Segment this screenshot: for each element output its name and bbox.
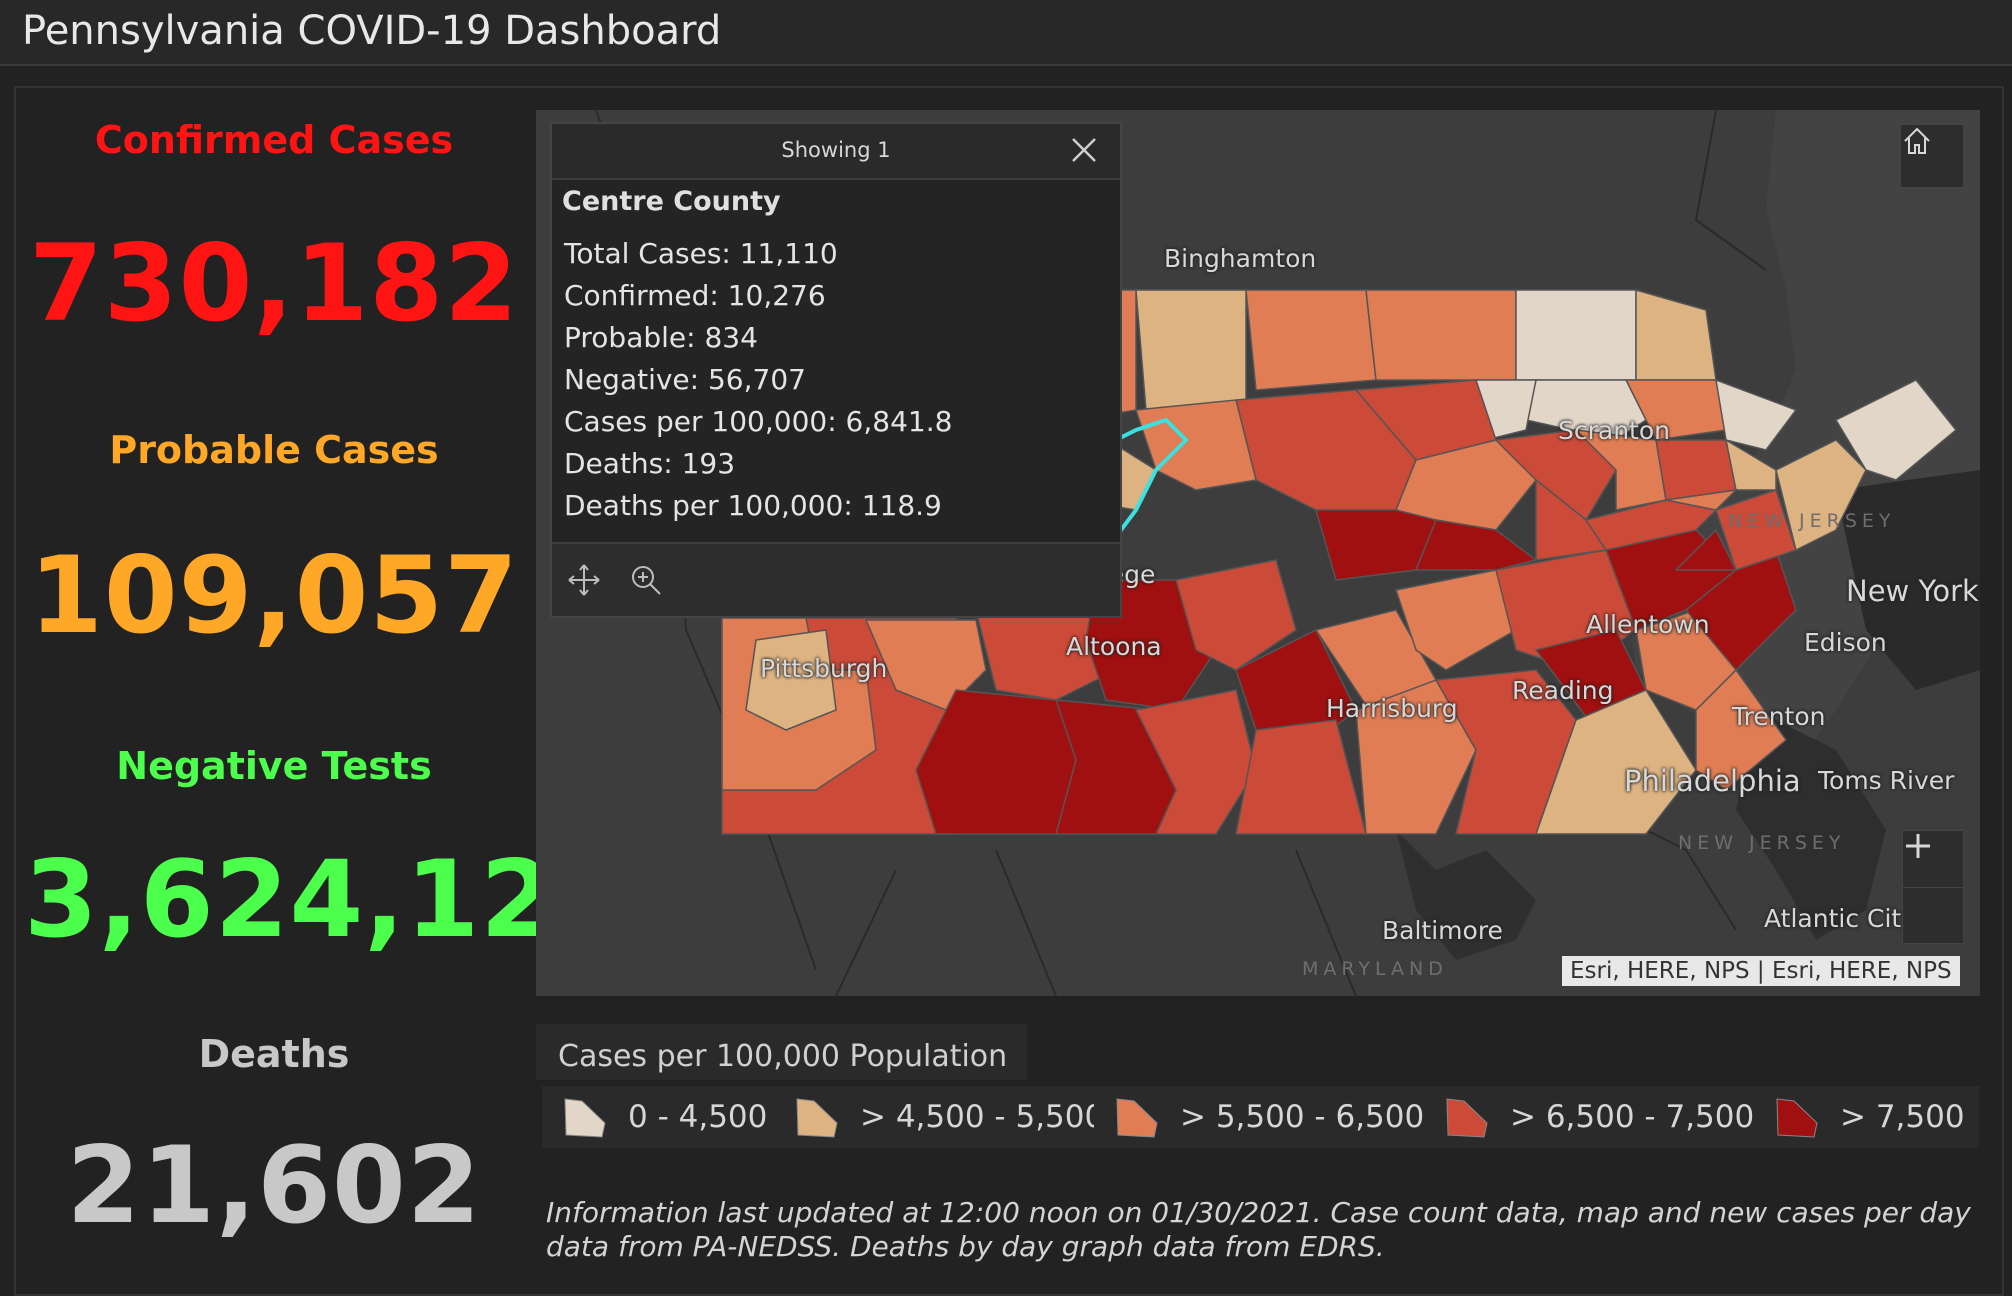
- label-allentown: Allentown: [1586, 610, 1710, 639]
- legend-swatch-icon: [1446, 1098, 1488, 1138]
- home-button[interactable]: [1900, 124, 1964, 188]
- negative-tests-label: Negative Tests: [116, 744, 432, 788]
- label-trenton: Trenton: [1732, 702, 1826, 731]
- popup-row-probable: Probable: 834: [564, 321, 758, 354]
- popup-row-cases-per-100k: Cases per 100,000: 6,841.8: [564, 405, 953, 438]
- zoom-to-icon[interactable]: [628, 562, 664, 598]
- label-reading: Reading: [1512, 676, 1614, 705]
- popup-row-deaths: Deaths: 193: [564, 447, 736, 480]
- legend-label: > 6,500 - 7,500: [1510, 1099, 1755, 1135]
- label-baltimore: Baltimore: [1382, 916, 1503, 945]
- legend-item-4: > 7,500: [1754, 1086, 1979, 1148]
- legend-item-1: > 4,500 - 5,500: [774, 1086, 1119, 1148]
- popup-body: Centre County Total Cases: 11,110 Confir…: [552, 180, 1120, 527]
- popup-row-deaths-per-100k: Deaths per 100,000: 118.9: [564, 489, 942, 522]
- label-harrisburg: Harrisburg: [1326, 694, 1458, 723]
- legend-title: Cases per 100,000 Population: [536, 1024, 1028, 1080]
- deaths-value: 21,602: [66, 1124, 482, 1247]
- label-new-jersey-north: NEW JERSEY: [1728, 510, 1896, 532]
- minus-icon: [1906, 844, 1930, 848]
- legend-item-0: 0 - 4,500: [542, 1086, 782, 1148]
- county-popup: Showing 1 Centre County Total Cases: 11,…: [550, 122, 1122, 618]
- popup-row-total-cases: Total Cases: 11,110: [564, 237, 838, 270]
- legend-label: > 7,500: [1840, 1099, 1965, 1135]
- popup-row-negative: Negative: 56,707: [564, 363, 806, 396]
- label-philadelphia: Philadelphia: [1624, 764, 1801, 798]
- legend-label: > 5,500 - 6,500: [1180, 1099, 1425, 1135]
- negative-tests-value: 3,624,128: [24, 838, 630, 961]
- map-attribution[interactable]: Esri, HERE, NPS | Esri, HERE, NPS: [1562, 956, 1960, 986]
- label-altoona: Altoona: [1066, 632, 1162, 661]
- close-icon[interactable]: [1070, 136, 1098, 164]
- label-atlantic-city: Atlantic City: [1764, 904, 1917, 933]
- popup-header-title: Showing 1: [781, 138, 891, 162]
- top-bar: Pennsylvania COVID-19 Dashboard: [0, 0, 2012, 66]
- legend-label: 0 - 4,500: [628, 1099, 768, 1135]
- popup-footer: [552, 542, 1120, 616]
- legend-swatch-icon: [1116, 1098, 1158, 1138]
- label-binghamton: Binghamton: [1164, 244, 1317, 273]
- legend-swatch-icon: [796, 1098, 838, 1138]
- label-new-jersey-south: NEW JERSEY: [1678, 832, 1846, 854]
- deaths-label: Deaths: [198, 1032, 350, 1076]
- label-maryland: MARYLAND: [1302, 958, 1448, 980]
- legend-swatch-icon: [1776, 1098, 1818, 1138]
- label-pittsburgh: Pittsburgh: [760, 654, 888, 683]
- zoom-out-button[interactable]: [1903, 844, 1963, 944]
- legend-item-3: > 6,500 - 7,500: [1424, 1086, 1769, 1148]
- legend-label: > 4,500 - 5,500: [860, 1099, 1105, 1135]
- popup-header: Showing 1: [552, 124, 1120, 180]
- legend-item-2: > 5,500 - 6,500: [1094, 1086, 1439, 1148]
- popup-county-name: Centre County: [562, 186, 781, 217]
- confirmed-cases-label: Confirmed Cases: [94, 118, 454, 162]
- label-toms-river: Toms River: [1818, 766, 1955, 795]
- popup-row-confirmed: Confirmed: 10,276: [564, 279, 826, 312]
- confirmed-cases-value: 730,182: [29, 222, 519, 345]
- probable-cases-value: 109,057: [29, 534, 519, 657]
- update-footnote: Information last updated at 12:00 noon o…: [546, 1196, 1971, 1263]
- home-icon: [1904, 127, 1930, 154]
- pan-icon[interactable]: [566, 562, 602, 598]
- label-edison: Edison: [1804, 628, 1887, 657]
- zoom-control: [1902, 830, 1964, 944]
- label-new-york: New York: [1846, 574, 1979, 608]
- probable-cases-label: Probable Cases: [109, 428, 439, 472]
- app-title: Pennsylvania COVID-19 Dashboard: [22, 8, 722, 54]
- legend-swatch-icon: [564, 1098, 606, 1138]
- label-scranton: Scranton: [1558, 416, 1670, 445]
